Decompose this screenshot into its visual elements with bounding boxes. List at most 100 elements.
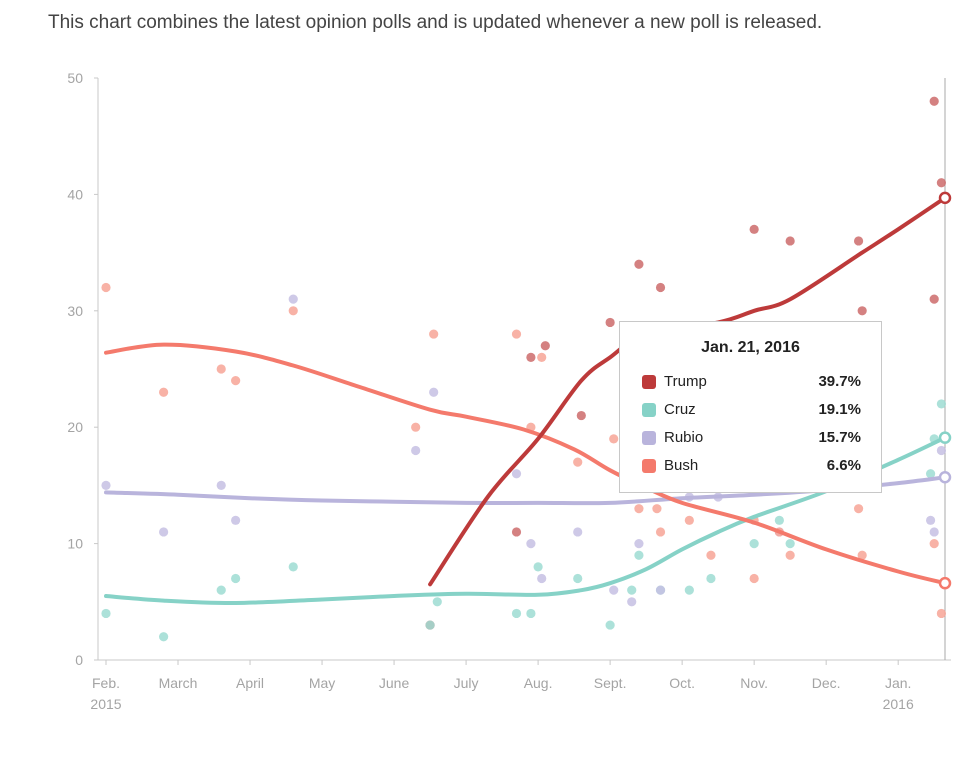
- trump-poll-dot: [540, 341, 550, 351]
- trump-poll-dot: [853, 236, 864, 246]
- tooltip-value: 19.1%: [818, 401, 861, 418]
- y-tick-label: 10: [67, 536, 83, 552]
- tooltip-value: 6.6%: [826, 457, 861, 474]
- cruz-poll-dot: [774, 515, 784, 525]
- trump-swatch: [642, 375, 656, 389]
- cruz-poll-dot: [526, 608, 536, 619]
- trump-poll-dot: [929, 294, 939, 304]
- cruz-poll-dot: [706, 573, 716, 584]
- x-tick-label: April: [236, 675, 264, 691]
- x-tick-label: June: [379, 675, 410, 691]
- y-tick-label: 50: [67, 70, 83, 86]
- rubio-poll-dot: [609, 585, 619, 595]
- cruz-poll-dot: [785, 539, 795, 549]
- cruz-swatch: [642, 403, 656, 417]
- rubio-poll-dot: [929, 527, 939, 537]
- rubio-poll-dot: [526, 539, 536, 549]
- trump-poll-dot: [857, 306, 867, 316]
- cruz-poll-dot: [627, 585, 637, 595]
- cruz-poll-dot: [573, 573, 583, 584]
- bush-poll-dot: [857, 550, 867, 560]
- cruz-poll-dot: [605, 620, 615, 630]
- rubio-end-marker: [938, 471, 952, 484]
- rubio-poll-dot: [627, 597, 637, 607]
- bush-poll-dot: [411, 422, 421, 432]
- y-tick-label: 0: [75, 652, 83, 668]
- bush-poll-dot: [159, 387, 169, 397]
- tooltip-row-cruz: Cruz 19.1%: [642, 400, 861, 420]
- trump-poll-dot: [936, 178, 946, 188]
- rubio-poll-dot: [101, 480, 111, 490]
- end-markers-layer: [938, 191, 952, 590]
- rubio-poll-dot: [925, 515, 936, 525]
- rubio-poll-dot: [655, 585, 666, 595]
- bush-poll-dot: [573, 457, 583, 467]
- y-tick-label: 20: [67, 419, 83, 435]
- chart-subtitle: This chart combines the latest opinion p…: [48, 12, 823, 33]
- trump-poll-dot: [785, 236, 795, 246]
- y-tick-label: 30: [67, 303, 83, 319]
- bush-poll-dot: [655, 527, 666, 537]
- cruz-poll-dot: [749, 539, 759, 549]
- x-tick-year: 2016: [883, 696, 914, 712]
- x-tick-year: 2015: [90, 696, 121, 712]
- rubio-poll-dot: [231, 515, 241, 525]
- bush-poll-dot: [634, 504, 644, 514]
- cruz-poll-dot: [634, 550, 644, 560]
- tooltip-date: Jan. 21, 2016: [701, 339, 800, 356]
- rubio-poll-dot: [159, 527, 169, 537]
- rubio-poll-dot: [429, 387, 439, 397]
- rubio-swatch: [642, 431, 656, 445]
- trump-poll-dot: [605, 317, 615, 328]
- bush-poll-dot: [511, 329, 522, 339]
- bush-poll-dot: [609, 434, 619, 444]
- bush-poll-dot: [853, 504, 864, 514]
- poll-dots-layer: [101, 96, 946, 642]
- trump-end-marker: [938, 191, 952, 205]
- bush-poll-dot: [749, 573, 759, 584]
- bush-poll-dot: [288, 306, 298, 316]
- rubio-poll-dot: [537, 573, 547, 584]
- rubio-poll-dot: [511, 469, 522, 479]
- bush-poll-dot: [429, 329, 439, 339]
- tooltip-name: Rubio: [664, 429, 704, 446]
- bush-poll-dot: [231, 376, 241, 386]
- x-tick-label: March: [159, 675, 198, 691]
- x-tick-label: Oct.: [669, 675, 695, 691]
- bush-swatch: [642, 459, 656, 473]
- trump-poll-dot: [576, 410, 586, 421]
- cruz-poll-dot: [288, 562, 298, 572]
- bush-poll-dot: [216, 364, 226, 374]
- rubio-poll-dot: [634, 539, 644, 549]
- tooltip-row-rubio: Rubio 15.7%: [642, 428, 861, 448]
- trump-poll-dot: [749, 224, 759, 234]
- bush-poll-dot: [936, 608, 946, 619]
- bush-trend-line: [104, 342, 947, 586]
- tooltip-value: 15.7%: [818, 429, 861, 446]
- tooltip-row-bush: Bush 6.6%: [642, 456, 861, 476]
- tooltip-name: Cruz: [664, 401, 696, 418]
- x-tick-label: Nov.: [740, 675, 768, 691]
- rubio-poll-dot: [411, 445, 421, 456]
- x-tick-label: July: [454, 675, 479, 691]
- x-tick-label: Dec.: [812, 675, 841, 691]
- bush-poll-dot: [537, 352, 547, 362]
- tooltip-row-trump: Trump 39.7%: [642, 372, 861, 392]
- cruz-poll-dot: [101, 608, 111, 619]
- trump-poll-dot: [929, 96, 939, 106]
- cruz-poll-dot: [425, 620, 435, 630]
- cruz-poll-dot: [925, 469, 936, 479]
- x-tick-label: Feb.: [92, 675, 120, 691]
- x-tick-label: Jan.: [885, 675, 911, 691]
- rubio-poll-dot: [936, 445, 946, 456]
- bush-poll-dot: [706, 550, 716, 560]
- cruz-poll-dot: [684, 585, 694, 595]
- cruz-poll-dot: [231, 573, 241, 584]
- y-tick-label: 40: [67, 186, 83, 202]
- x-tick-label: Sept.: [594, 675, 627, 691]
- hover-tooltip: Jan. 21, 2016 Trump 39.7% Cruz 19.1% Rub…: [619, 321, 882, 493]
- bush-end-marker: [938, 576, 952, 590]
- trump-poll-dot: [511, 527, 522, 537]
- cruz-poll-dot: [533, 562, 543, 572]
- bush-poll-dot: [101, 282, 111, 293]
